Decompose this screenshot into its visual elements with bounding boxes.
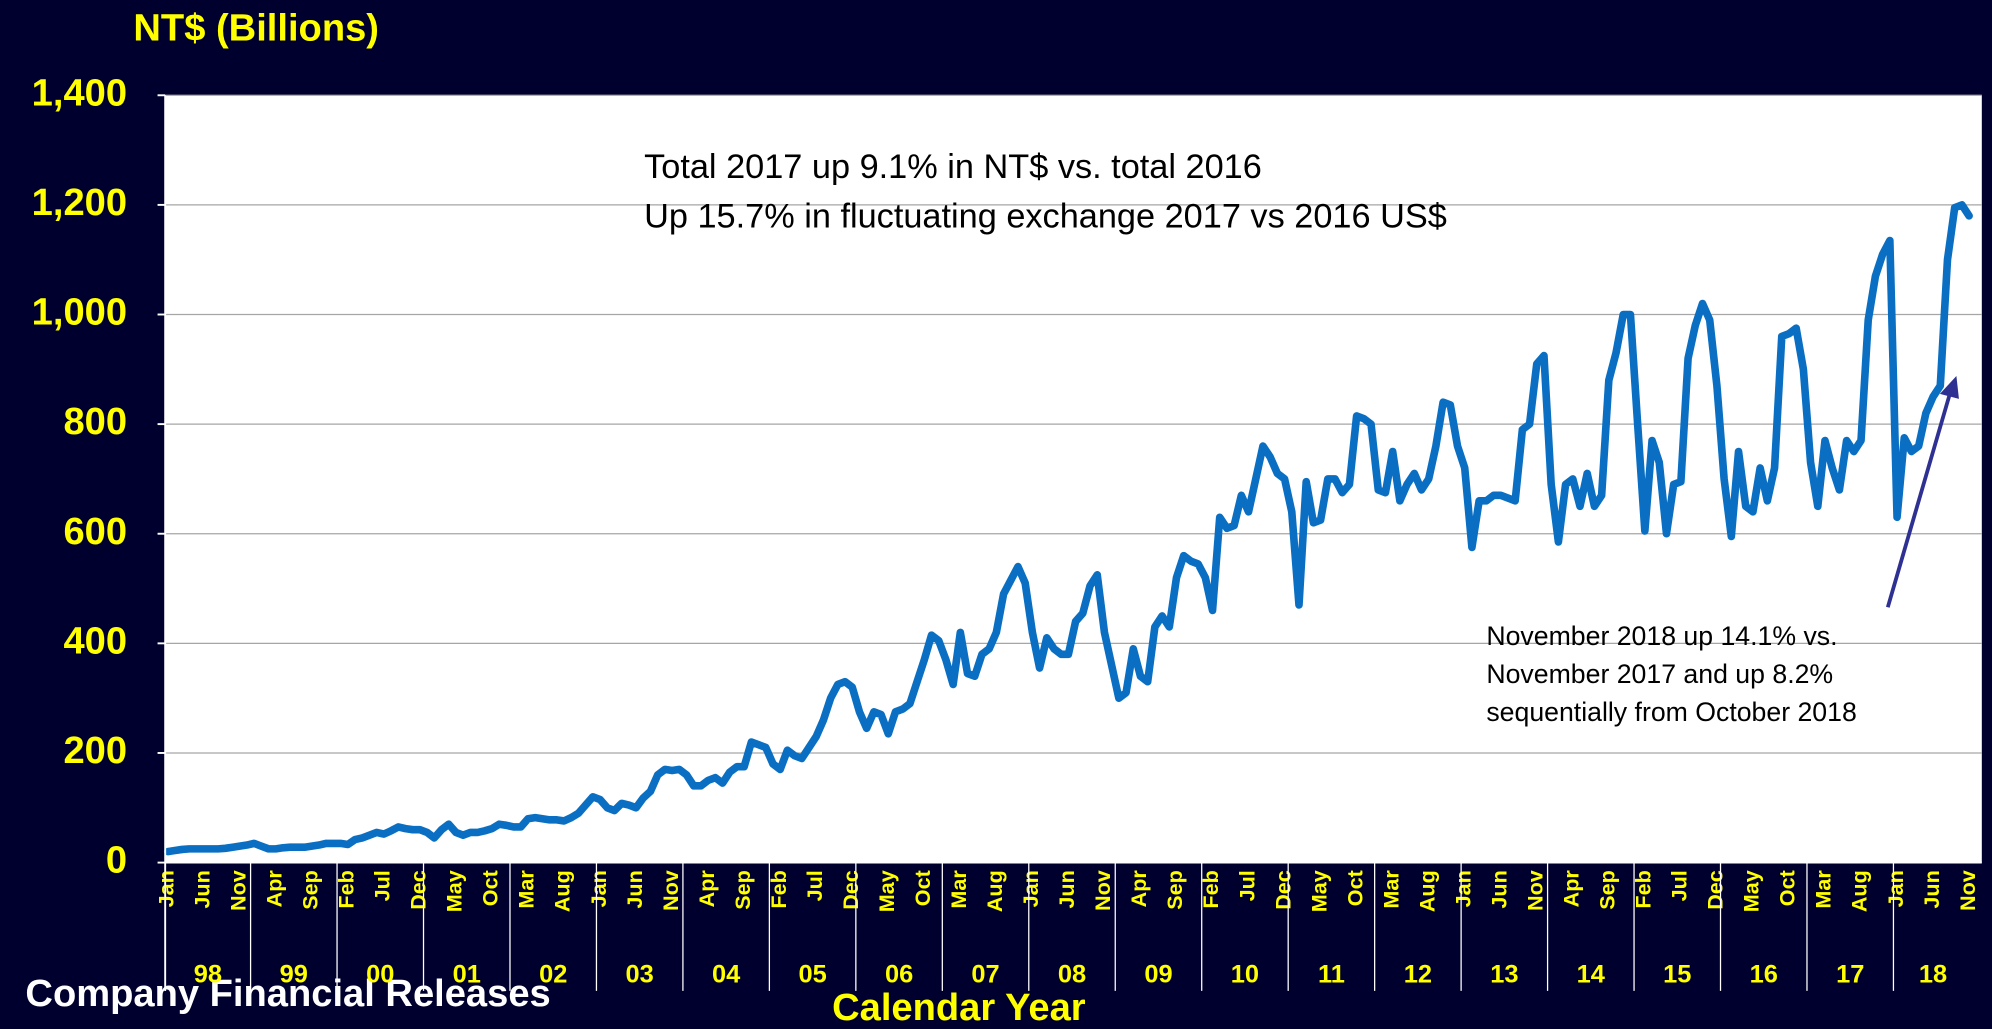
x-tick-label: Apr <box>262 870 287 908</box>
x-tick-label: Sep <box>1162 870 1187 910</box>
y-tick-label: 1,000 <box>32 292 127 334</box>
grid <box>165 94 1982 754</box>
x-tick-label: Jul <box>1234 870 1259 901</box>
x-tick-label: Dec <box>838 870 863 910</box>
x-tick-label: Feb <box>766 870 791 908</box>
x-tick-label: Nov <box>1955 870 1980 911</box>
y-tick-label: 1,400 <box>32 72 127 114</box>
annotation: November 2017 and up 8.2% <box>1486 659 1833 689</box>
y-tick-label: 1,200 <box>32 182 127 224</box>
year-label: 02 <box>539 960 567 988</box>
annotation: sequentially from October 2018 <box>1486 697 1856 727</box>
year-label: 05 <box>798 960 826 988</box>
x-tick-label: Apr <box>1126 870 1151 908</box>
x-tick-label: Aug <box>982 870 1007 912</box>
year-label: 08 <box>1058 960 1086 988</box>
x-tick-label: Jan <box>153 870 178 907</box>
x-tick-label: Jun <box>1919 870 1944 908</box>
x-tick-label: Jun <box>189 870 214 908</box>
x-tick-label: Oct <box>1342 870 1367 906</box>
year-label: 07 <box>971 960 999 988</box>
year-label: 18 <box>1919 960 1947 988</box>
y-tick-label: 0 <box>106 840 127 882</box>
year-label: 00 <box>366 960 394 988</box>
x-tick-label: Apr <box>694 870 719 908</box>
x-tick-label: Jun <box>1486 870 1511 908</box>
x-tick-label: Jun <box>1054 870 1079 908</box>
year-label: 10 <box>1231 960 1259 988</box>
x-tick-label: Jan <box>586 870 611 907</box>
year-label: 17 <box>1836 960 1864 988</box>
x-tick-label: Jul <box>802 870 827 901</box>
x-tick-label: Oct <box>1775 870 1800 906</box>
year-label: 16 <box>1750 960 1778 988</box>
x-tick-label: Nov <box>1090 870 1115 911</box>
year-label: 99 <box>280 960 308 988</box>
axis-title: NT$ (Billions) <box>133 8 379 50</box>
annotation: Total 2017 up 9.1% in NT$ vs. total 2016 <box>644 148 1262 186</box>
y-tick-label: 600 <box>63 511 127 553</box>
x-tick-label: Mar <box>514 870 539 909</box>
year-label: 13 <box>1490 960 1518 988</box>
arrow-head <box>1939 376 1959 399</box>
x-tick-label: Aug <box>550 870 575 912</box>
x-tick-label: May <box>1306 870 1331 912</box>
x-tick-label: Sep <box>730 870 755 910</box>
x-tick-label: Mar <box>1378 870 1403 909</box>
x-tick-label: Dec <box>406 870 431 910</box>
y-tick-label: 800 <box>63 401 127 443</box>
year-label: 04 <box>712 960 740 988</box>
x-tick-label: Oct <box>478 870 503 906</box>
x-tick-label: Dec <box>1270 870 1295 910</box>
marks <box>163 201 1973 856</box>
x-tick-label: Mar <box>946 870 971 909</box>
year-label: 03 <box>626 960 654 988</box>
x-tick-label: May <box>874 870 899 912</box>
year-label: 15 <box>1663 960 1691 988</box>
year-label: 14 <box>1577 960 1605 988</box>
x-tick-label: Nov <box>225 870 250 911</box>
x-tick-label: Jan <box>1450 870 1475 907</box>
x-tick-label: Feb <box>1631 870 1656 908</box>
x-tick-label: Feb <box>1198 870 1223 908</box>
x-tick-label: Jan <box>1018 870 1043 907</box>
x-tick-label: Nov <box>658 870 683 911</box>
x-tick-label: Dec <box>1703 870 1728 910</box>
x-tick-label: May <box>442 870 467 912</box>
x-tick-label: Sep <box>298 870 323 910</box>
x-tick-label: Jun <box>622 870 647 908</box>
year-label: 12 <box>1404 960 1432 988</box>
x-tick-label: Aug <box>1414 870 1439 912</box>
x-axis-title: Calendar Year <box>832 987 1086 1029</box>
year-label: 01 <box>453 960 481 988</box>
x-tick-label: Apr <box>1559 870 1584 908</box>
y-tick-label: 200 <box>63 730 127 772</box>
year-label: 98 <box>194 960 222 988</box>
x-tick-label: Oct <box>910 870 935 906</box>
x-tick-label: Sep <box>1595 870 1620 910</box>
source: Company Financial Releases <box>25 973 550 1015</box>
x-tick-label: Aug <box>1847 870 1872 912</box>
year-label: 06 <box>885 960 913 988</box>
x-tick-label: Nov <box>1522 870 1547 911</box>
x-tick-label: Jan <box>1883 870 1908 907</box>
annotation: Up 15.7% in fluctuating exchange 2017 vs… <box>644 198 1447 236</box>
annotation-arrow <box>1885 388 1954 608</box>
data-line <box>163 201 1973 856</box>
year-label: 09 <box>1144 960 1172 988</box>
year-label: 11 <box>1318 960 1345 988</box>
x-tick-label: Feb <box>334 870 359 908</box>
x-tick-label: Jul <box>1667 870 1692 901</box>
y-tick-label: 400 <box>63 620 127 662</box>
x-tick-label: Mar <box>1811 870 1836 909</box>
annotation: November 2018 up 14.1% vs. <box>1486 621 1837 651</box>
x-tick-label: May <box>1739 870 1764 912</box>
x-tick-label: Jul <box>370 870 395 901</box>
